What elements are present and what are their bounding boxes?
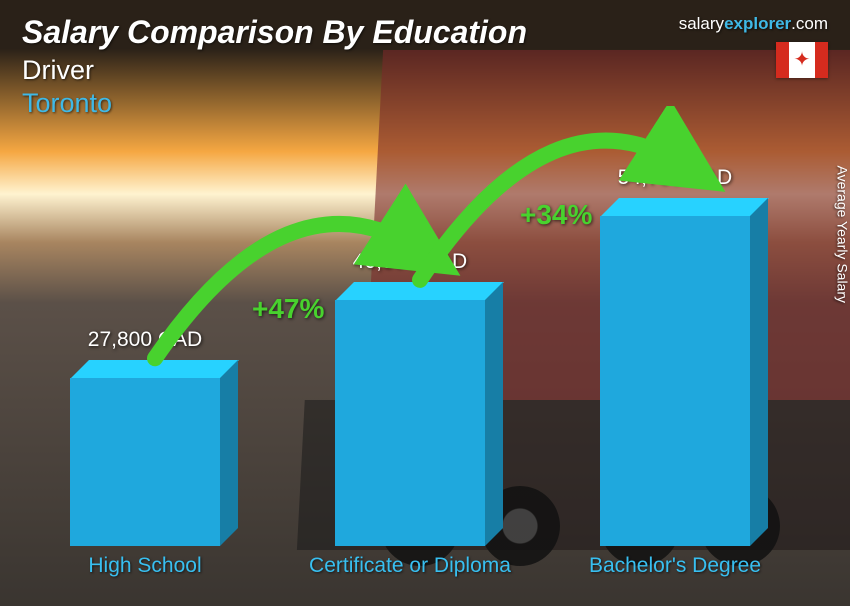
bar-value-label: 40,800 CAD [320,250,500,274]
flag-center: ✦ [789,42,815,78]
chart-subtitle: Driver [22,55,527,86]
bar-value-label: 27,800 CAD [55,328,235,352]
header: Salary Comparison By Education Driver To… [22,14,527,119]
country-flag: ✦ [776,42,828,78]
bar-chart: 27,800 CADHigh School40,800 CADCertifica… [0,106,850,606]
bar [70,378,220,546]
bar-group: 27,800 CADHigh School [70,378,220,546]
bar-group: 54,700 CADBachelor's Degree [600,216,750,546]
bar [600,216,750,546]
chart-location: Toronto [22,88,527,119]
bar-side [220,360,238,546]
bar-top [71,360,239,378]
bar-top [601,198,769,216]
bar-group: 40,800 CADCertificate or Diploma [335,300,485,546]
bar-category-label: Bachelor's Degree [565,554,785,578]
flag-left-bar [776,42,789,78]
flag-right-bar [815,42,828,78]
bar-side [485,282,503,546]
brand-suffix: .com [791,14,828,33]
bar-front [335,300,485,546]
bar-front [600,216,750,546]
bar [335,300,485,546]
bar-side [750,198,768,546]
bar-front [70,378,220,546]
bar-category-label: High School [35,554,255,578]
brand-plain: salary [679,14,724,33]
increase-label: +47% [252,293,324,325]
brand-watermark: salaryexplorer.com [679,14,828,34]
maple-leaf-icon: ✦ [794,50,811,70]
increase-label: +34% [520,199,592,231]
brand-bold: explorer [724,14,791,33]
y-axis-label: Average Yearly Salary [834,166,850,304]
bar-top [336,282,504,300]
bar-category-label: Certificate or Diploma [300,554,520,578]
chart-title: Salary Comparison By Education [22,14,527,51]
bar-value-label: 54,700 CAD [585,166,765,190]
